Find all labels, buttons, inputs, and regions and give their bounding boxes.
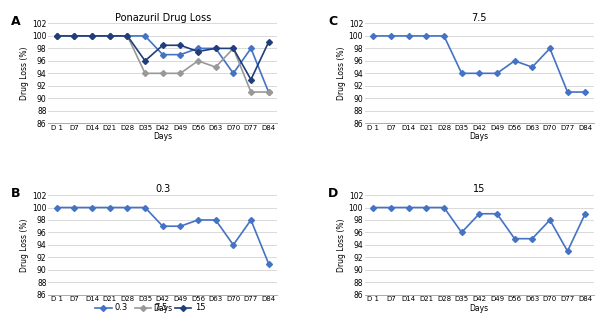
Y-axis label: Drug Loss (%): Drug Loss (%) [337,47,346,100]
Text: D: D [328,187,338,200]
X-axis label: Days: Days [153,132,172,141]
Y-axis label: Drug Loss (%): Drug Loss (%) [20,47,29,100]
Text: A: A [11,15,21,28]
Y-axis label: Drug Loss (%): Drug Loss (%) [337,218,346,272]
Title: 15: 15 [473,184,485,194]
Title: 0.3: 0.3 [155,184,170,194]
Text: C: C [328,15,337,28]
X-axis label: Days: Days [470,304,489,313]
Y-axis label: Drug Loss (%): Drug Loss (%) [20,218,29,272]
Title: 7.5: 7.5 [472,13,487,23]
Text: B: B [11,187,21,200]
Legend: 0.3, 7.5, 15: 0.3, 7.5, 15 [91,300,209,316]
X-axis label: Days: Days [153,304,172,313]
Title: Ponazuril Drug Loss: Ponazuril Drug Loss [115,13,211,23]
X-axis label: Days: Days [470,132,489,141]
